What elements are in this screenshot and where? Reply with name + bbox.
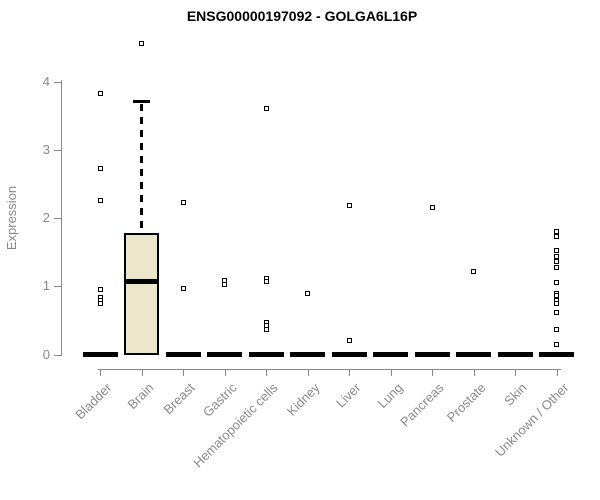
outlier-point <box>554 301 559 307</box>
outlier-point <box>554 259 559 265</box>
outlier-point <box>97 91 103 97</box>
outlier-point <box>554 341 559 347</box>
collapsed-box <box>456 351 491 357</box>
collapsed-box <box>207 351 242 357</box>
y-tick <box>54 218 61 219</box>
collapsed-box <box>414 351 450 357</box>
collapsed-box <box>497 351 533 357</box>
outlier-point <box>97 287 103 293</box>
outlier-point <box>222 281 227 287</box>
outlier-point <box>97 165 103 171</box>
outlier-point <box>471 268 476 274</box>
collapsed-box <box>290 351 325 357</box>
x-tick <box>307 369 309 376</box>
outlier-point <box>305 290 310 296</box>
x-tick <box>390 369 392 376</box>
y-tick-label: 1 <box>42 278 50 294</box>
outlier-point <box>554 310 559 316</box>
y-axis-line <box>61 79 62 356</box>
outlier-point <box>429 204 435 210</box>
chart-title: ENSG00000197092 - GOLGA6L16P <box>186 8 418 24</box>
box <box>124 232 159 356</box>
y-tick-label: 4 <box>42 73 50 89</box>
collapsed-box <box>373 351 408 357</box>
y-tick-label: 0 <box>42 346 50 362</box>
outlier-point <box>346 203 352 209</box>
outlier-point <box>554 254 559 260</box>
x-tick <box>349 369 350 376</box>
outlier-point <box>263 278 269 284</box>
outlier-point <box>139 40 144 46</box>
outlier-point <box>263 326 269 332</box>
y-tick-label: 2 <box>42 210 50 225</box>
whisker-line <box>140 103 143 233</box>
x-tick <box>141 369 143 376</box>
outlier-point <box>554 248 559 254</box>
x-tick <box>224 369 226 376</box>
y-tick <box>54 149 61 151</box>
x-tick <box>556 369 558 376</box>
y-tick <box>54 354 61 356</box>
median-line <box>124 278 159 284</box>
outlier-point <box>263 106 269 112</box>
outlier-point <box>554 233 559 239</box>
y-tick <box>54 81 61 83</box>
x-tick <box>515 369 516 376</box>
outlier-point <box>346 337 352 343</box>
outlier-point <box>554 229 559 235</box>
y-tick-label: 3 <box>42 141 50 157</box>
outlier-point <box>180 200 186 206</box>
collapsed-box <box>331 351 367 357</box>
outlier-point <box>554 279 559 285</box>
outlier-point <box>97 301 103 307</box>
collapsed-box <box>248 351 284 357</box>
outlier-point <box>97 198 103 204</box>
y-tick <box>54 286 61 288</box>
outlier-point <box>554 327 559 333</box>
x-axis-line <box>98 369 561 370</box>
x-tick <box>432 369 433 376</box>
collapsed-box <box>82 351 118 357</box>
collapsed-box <box>165 351 201 357</box>
collapsed-box <box>539 351 574 357</box>
whisker-cap <box>133 100 150 104</box>
x-tick <box>266 369 267 376</box>
x-tick <box>100 369 101 376</box>
x-tick <box>473 369 475 376</box>
x-tick <box>183 369 184 376</box>
outlier-point <box>554 293 559 299</box>
outlier-point <box>180 285 186 291</box>
outlier-point <box>554 265 559 271</box>
